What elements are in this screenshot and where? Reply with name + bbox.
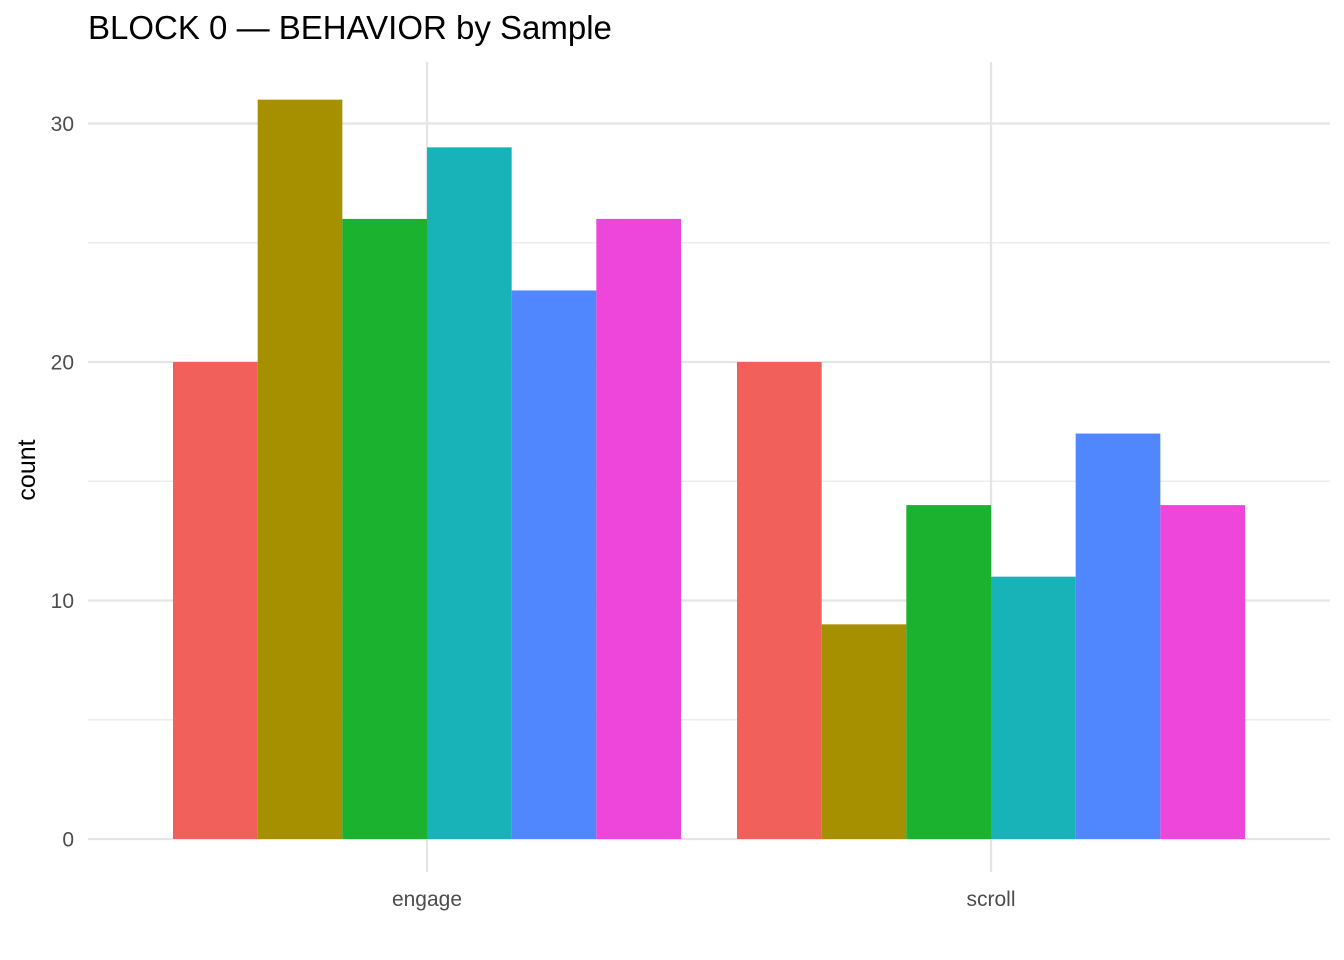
x-axis-ticks: engage scroll xyxy=(392,888,1016,911)
bar-scroll-3 xyxy=(906,505,991,839)
y-tick-label: 0 xyxy=(62,829,74,852)
bars xyxy=(173,99,1245,840)
bar-engage-1 xyxy=(173,362,258,839)
bar-scroll-5 xyxy=(1075,433,1161,839)
chart-title: BLOCK 0 — BEHAVIOR by Sample xyxy=(88,9,612,46)
x-tick-label-scroll: scroll xyxy=(966,888,1015,911)
bar-engage-4 xyxy=(427,147,512,840)
y-tick-label: 10 xyxy=(51,590,74,613)
bar-engage-3 xyxy=(342,218,427,839)
y-axis-title: count xyxy=(13,439,41,500)
bar-scroll-4 xyxy=(991,576,1076,839)
y-tick-label: 30 xyxy=(51,113,74,136)
bar-scroll-2 xyxy=(821,624,907,839)
bar-engage-2 xyxy=(257,99,343,839)
x-tick-label-engage: engage xyxy=(392,888,462,911)
bar-scroll-1 xyxy=(737,362,822,839)
bar-engage-6 xyxy=(596,218,681,839)
y-axis-ticks: 0 10 20 30 xyxy=(51,113,74,852)
bar-scroll-6 xyxy=(1160,505,1245,839)
bar-engage-5 xyxy=(511,290,597,839)
y-tick-label: 20 xyxy=(51,352,74,375)
